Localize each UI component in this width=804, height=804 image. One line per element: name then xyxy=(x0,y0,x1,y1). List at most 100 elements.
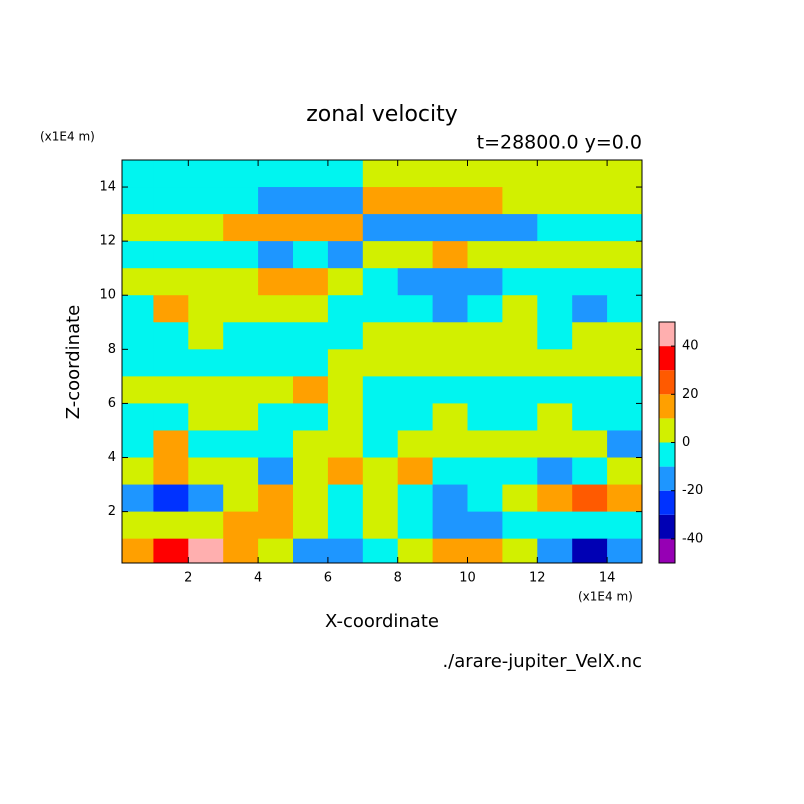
contour-cell xyxy=(258,538,294,563)
contour-cell xyxy=(122,538,154,563)
contour-cell xyxy=(122,322,154,350)
contour-cell xyxy=(502,511,538,540)
contour-cell xyxy=(258,376,294,404)
contour-cell xyxy=(502,268,538,296)
colorbar-band xyxy=(659,322,675,347)
contour-cell xyxy=(537,484,573,513)
contour-cell xyxy=(223,484,259,513)
contour-cell xyxy=(537,349,573,377)
contour-cell xyxy=(258,457,294,486)
contour-cell xyxy=(223,457,259,486)
contour-cell xyxy=(327,484,364,513)
contour-cell xyxy=(362,349,399,377)
colorbar-tick-label: -20 xyxy=(682,483,703,498)
contour-cell xyxy=(467,214,503,242)
contour-cell xyxy=(537,538,573,563)
contour-cell xyxy=(362,511,399,540)
x-tick-label: 2 xyxy=(184,571,192,586)
colorbar-band xyxy=(659,514,675,539)
contour-cell xyxy=(153,322,189,350)
contour-cell xyxy=(572,187,608,215)
contour-cell xyxy=(122,484,154,513)
contour-cell xyxy=(502,214,538,242)
contour-cell xyxy=(153,160,189,188)
contour-cell xyxy=(537,376,573,404)
contour-cell xyxy=(258,403,294,431)
contour-cell xyxy=(327,403,364,431)
contour-cell xyxy=(572,214,608,242)
contour-cell xyxy=(467,403,503,431)
contour-cell xyxy=(432,376,469,404)
contour-cell xyxy=(122,511,154,540)
colorbar-band xyxy=(659,466,675,491)
contour-cell xyxy=(432,538,469,563)
contour-cell xyxy=(572,511,608,540)
contour-cell xyxy=(223,214,259,242)
contour-cell xyxy=(607,484,642,513)
contour-cell xyxy=(362,538,399,563)
contour-cell xyxy=(327,241,364,269)
contour-cell xyxy=(607,376,642,404)
contour-cell xyxy=(467,187,503,215)
contour-cell xyxy=(432,160,469,188)
contour-cell xyxy=(188,295,224,323)
colorbar-band xyxy=(659,538,675,563)
contour-cell xyxy=(188,376,224,404)
contour-cell xyxy=(153,295,189,323)
contour-cell xyxy=(362,295,399,323)
contour-cell xyxy=(502,403,538,431)
contour-cell xyxy=(537,241,573,269)
contour-cell xyxy=(327,160,364,188)
contour-cell xyxy=(362,322,399,350)
contour-cell xyxy=(607,322,642,350)
contour-cell xyxy=(467,457,503,486)
contour-cell xyxy=(188,484,224,513)
contour-cell xyxy=(258,322,294,350)
contour-cell xyxy=(258,430,294,459)
contour-cell xyxy=(502,160,538,188)
contour-field xyxy=(122,160,642,563)
contour-cell xyxy=(327,511,364,540)
contour-cell xyxy=(537,457,573,486)
contour-cell xyxy=(572,376,608,404)
contour-cell xyxy=(572,322,608,350)
contour-cell xyxy=(153,484,189,513)
contour-cell xyxy=(223,322,259,350)
y-tick-label: 2 xyxy=(108,504,116,519)
contour-cell xyxy=(362,403,399,431)
contour-cell xyxy=(607,457,642,486)
contour-cell xyxy=(362,268,399,296)
contour-cell xyxy=(223,403,259,431)
contour-cell xyxy=(293,187,329,215)
contour-cell xyxy=(432,430,469,459)
contour-cell xyxy=(293,457,329,486)
contour-cell xyxy=(572,160,608,188)
contour-cell xyxy=(293,349,329,377)
contour-cell xyxy=(258,349,294,377)
contour-cell xyxy=(502,457,538,486)
contour-cell xyxy=(362,376,399,404)
contour-cell xyxy=(223,268,259,296)
chart-title: zonal velocity xyxy=(306,102,458,127)
contour-cell xyxy=(572,484,608,513)
contour-cell xyxy=(258,295,294,323)
contour-cell xyxy=(607,511,642,540)
colorbar-band xyxy=(659,442,675,467)
contour-cell xyxy=(153,268,189,296)
contour-cell xyxy=(362,187,399,215)
axes: 2 4 6 8 10 12 14 2 4 6 8 10 12 14 -40 -20 0 20 40 xyxy=(99,159,703,586)
contour-cell xyxy=(188,349,224,377)
contour-cell xyxy=(607,349,642,377)
contour-cell xyxy=(502,376,538,404)
contour-cell xyxy=(537,403,573,431)
contour-cell xyxy=(122,457,154,486)
contour-cell xyxy=(327,214,364,242)
x-tick-label: 8 xyxy=(394,571,402,586)
contour-cell xyxy=(122,430,154,459)
contour-cell xyxy=(258,241,294,269)
contour-cell xyxy=(153,376,189,404)
contour-cell xyxy=(258,160,294,188)
contour-cell xyxy=(258,187,294,215)
contour-cell xyxy=(502,484,538,513)
